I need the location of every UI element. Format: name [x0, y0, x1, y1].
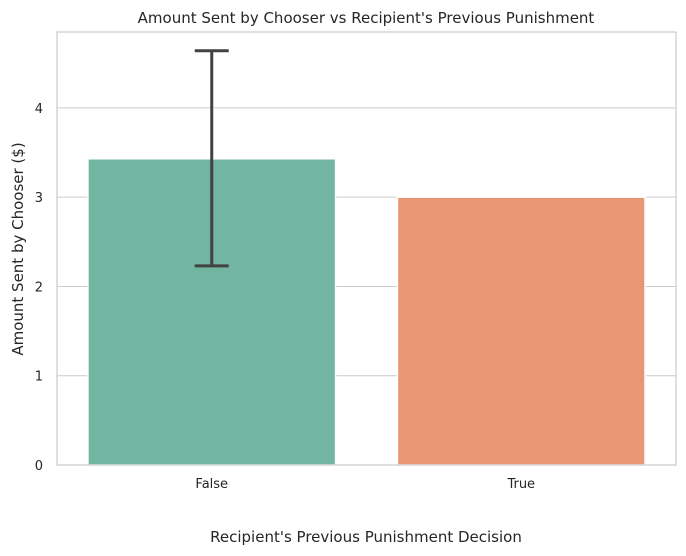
bars	[87, 158, 646, 466]
y-tick-labels: 0 1 2 3 4	[35, 102, 43, 474]
x-tick-label: False	[195, 477, 228, 492]
bar-true	[396, 196, 646, 466]
x-tick-label: True	[506, 477, 535, 492]
error-bars	[194, 49, 229, 268]
y-tick-label: 1	[35, 370, 43, 385]
x-tick-labels: False True	[195, 477, 535, 492]
y-tick-label: 3	[35, 191, 43, 206]
y-tick-label: 0	[35, 459, 43, 474]
y-axis-label: Amount Sent by Chooser ($)	[9, 142, 27, 355]
chart-title: Amount Sent by Chooser vs Recipient's Pr…	[138, 9, 595, 27]
plot-frame	[56, 31, 677, 466]
y-tick-label: 4	[35, 102, 43, 117]
y-tick-label: 2	[35, 280, 43, 295]
x-axis-label: Recipient's Previous Punishment Decision	[210, 528, 522, 546]
